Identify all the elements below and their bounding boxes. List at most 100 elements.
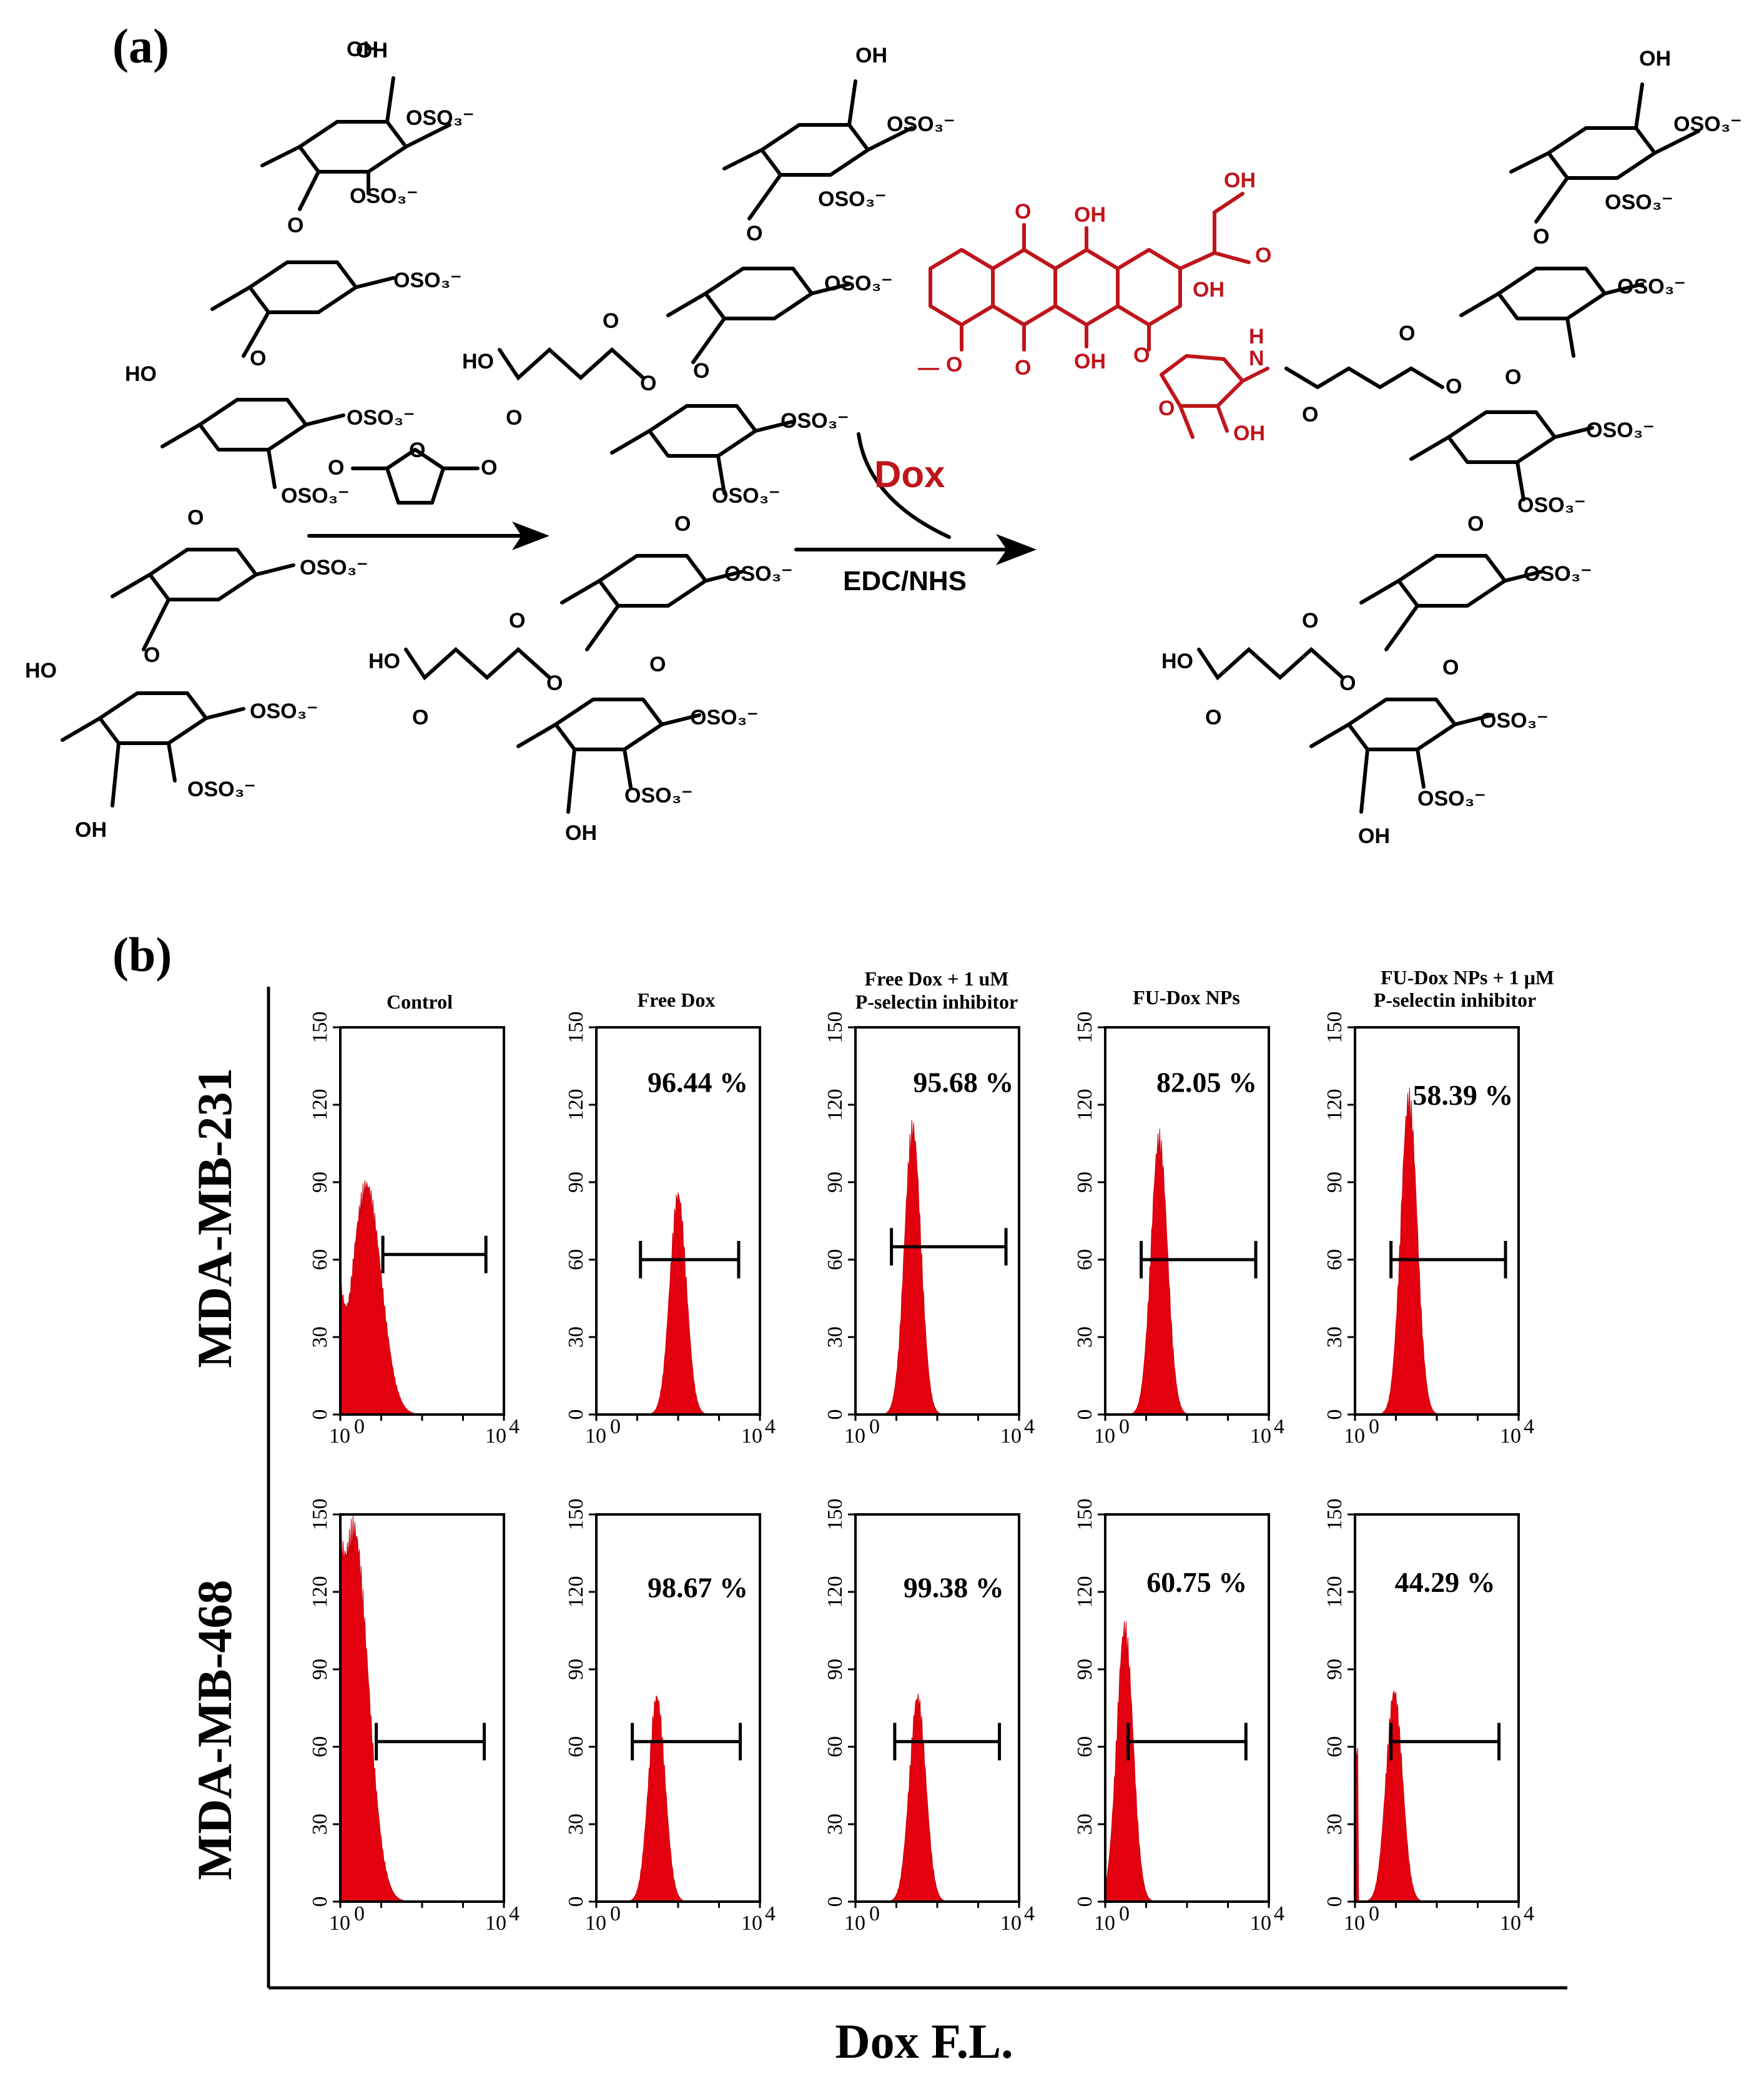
succinic-anhydride — [351, 448, 480, 505]
svg-text:OSO₃⁻: OSO₃⁻ — [393, 269, 461, 292]
svg-text:O: O — [328, 456, 344, 480]
svg-text:O: O — [1467, 512, 1484, 536]
y-tick-label: 60 — [1323, 1736, 1346, 1757]
svg-text:O: O — [144, 643, 160, 667]
svg-text:HO: HO — [462, 350, 494, 373]
svg-text:O: O — [1015, 356, 1031, 380]
svg-text:O: O — [1339, 671, 1356, 695]
y-tick-label: 150 — [564, 1499, 588, 1531]
y-tick-label: 60 — [308, 1736, 332, 1757]
x-tick-exponent: 0 — [354, 1415, 365, 1438]
svg-text:OSO₃⁻: OSO₃⁻ — [1673, 112, 1742, 136]
y-tick-label: 90 — [1323, 1659, 1346, 1680]
y-tick-label: 90 — [824, 1172, 847, 1193]
y-tick-label: 30 — [1323, 1326, 1346, 1348]
y-tick-label: 150 — [308, 1499, 332, 1531]
svg-text:N: N — [1249, 347, 1264, 370]
histogram-series — [340, 1516, 504, 1902]
y-tick-label: 30 — [1323, 1814, 1346, 1835]
row-label-mda-mb-468: MDA-MB-468 — [187, 1580, 242, 1880]
x-tick-exponent: 0 — [610, 1902, 621, 1925]
x-tick-label: 10 — [1250, 1425, 1271, 1448]
svg-text:O: O — [640, 372, 656, 395]
y-tick-label: 0 — [1323, 1410, 1346, 1420]
x-tick-label: 10 — [1094, 1912, 1115, 1935]
x-tick-exponent: 0 — [1369, 1415, 1379, 1438]
svg-text:O: O — [746, 222, 762, 245]
x-tick-exponent: 4 — [1524, 1902, 1534, 1925]
x-tick-label: 10 — [1344, 1425, 1365, 1448]
row-label-mda-mb-231: MDA-MB-231 — [187, 1068, 242, 1368]
x-axis-title: Dox F.L. — [835, 2014, 1013, 2068]
svg-text:OH: OH — [1233, 422, 1265, 445]
y-tick-label: 30 — [564, 1326, 588, 1348]
x-tick-label: 10 — [1000, 1425, 1022, 1448]
svg-text:HO: HO — [25, 659, 57, 683]
x-tick-exponent: 4 — [509, 1415, 520, 1438]
y-tick-label: 150 — [308, 1012, 332, 1044]
y-tick-label: 120 — [1323, 1089, 1346, 1121]
svg-text:OH: OH — [1074, 350, 1106, 373]
svg-text:HO: HO — [1161, 649, 1193, 673]
y-tick-label: 120 — [564, 1576, 588, 1608]
y-tick-label: 90 — [824, 1659, 847, 1680]
x-tick-label: 10 — [1344, 1912, 1365, 1935]
histogram-series — [1354, 1690, 1519, 1902]
y-tick-label: 120 — [824, 1089, 847, 1121]
y-tick-label: 90 — [308, 1172, 332, 1193]
x-tick-exponent: 0 — [869, 1902, 880, 1925]
y-tick-label: 120 — [308, 1089, 332, 1121]
svg-text:—: — — [918, 356, 939, 380]
svg-text:HO: HO — [368, 649, 400, 673]
svg-text:OSO₃⁻: OSO₃⁻ — [281, 484, 349, 508]
edc-nhs-label: EDC/NHS — [843, 566, 967, 596]
svg-text:O: O — [1133, 343, 1150, 367]
svg-text:OSO₃⁻: OSO₃⁻ — [187, 778, 255, 801]
svg-text:OSO₃⁻: OSO₃⁻ — [781, 409, 849, 433]
x-tick-label: 10 — [329, 1912, 350, 1935]
y-tick-label: 150 — [824, 1499, 847, 1531]
histogram-series — [1105, 1621, 1269, 1902]
svg-text:O: O — [187, 506, 204, 530]
svg-text:OSO₃⁻: OSO₃⁻ — [824, 272, 892, 295]
fucoidan-dox-conjugate: O O O OH OSO₃⁻ OSO₃⁻ O OSO₃⁻ O OSO₃⁻ OS — [1161, 47, 1742, 848]
y-tick-label: 60 — [308, 1249, 332, 1270]
y-tick-label: 30 — [308, 1326, 332, 1348]
panel-b-label: (b) — [112, 927, 172, 982]
y-tick-label: 90 — [1073, 1659, 1096, 1680]
reaction-arrow-2: Dox EDC/NHS — [794, 432, 1037, 596]
svg-text:H: H — [1249, 325, 1264, 348]
y-tick-label: 120 — [1073, 1576, 1096, 1608]
y-tick-label: 150 — [1323, 1012, 1346, 1044]
y-tick-label: 30 — [564, 1814, 588, 1835]
y-tick-label: 60 — [824, 1736, 847, 1757]
x-tick-exponent: 4 — [1024, 1415, 1035, 1438]
y-tick-label: 0 — [1073, 1410, 1096, 1420]
svg-text:O: O — [509, 609, 525, 633]
percent-label: 58.39 % — [1412, 1079, 1513, 1111]
x-tick-exponent: 4 — [1274, 1415, 1284, 1438]
x-tick-label: 10 — [1000, 1912, 1022, 1935]
succinylated-fucoidan: OH OSO₃⁻ OSO₃⁻ O OSO₃⁻ O O HO O O OSO₃⁻ … — [368, 44, 955, 845]
svg-text:OSO₃⁻: OSO₃⁻ — [250, 699, 318, 723]
x-tick-label: 10 — [844, 1912, 865, 1935]
y-tick-label: 60 — [1073, 1736, 1096, 1757]
y-tick-label: 150 — [1073, 1012, 1096, 1044]
svg-text:OSO₃⁻: OSO₃⁻ — [887, 112, 955, 136]
svg-text:OSO₃⁻: OSO₃⁻ — [350, 184, 418, 208]
y-tick-label: 30 — [1073, 1326, 1096, 1348]
svg-text:O: O — [1205, 706, 1221, 729]
svg-text:OH: OH — [855, 44, 887, 67]
x-tick-label: 10 — [1250, 1912, 1271, 1935]
y-tick-label: 120 — [1073, 1089, 1096, 1121]
svg-text:OSO₃⁻: OSO₃⁻ — [818, 187, 886, 211]
y-tick-label: 60 — [564, 1249, 588, 1270]
x-tick-exponent: 4 — [509, 1902, 520, 1925]
